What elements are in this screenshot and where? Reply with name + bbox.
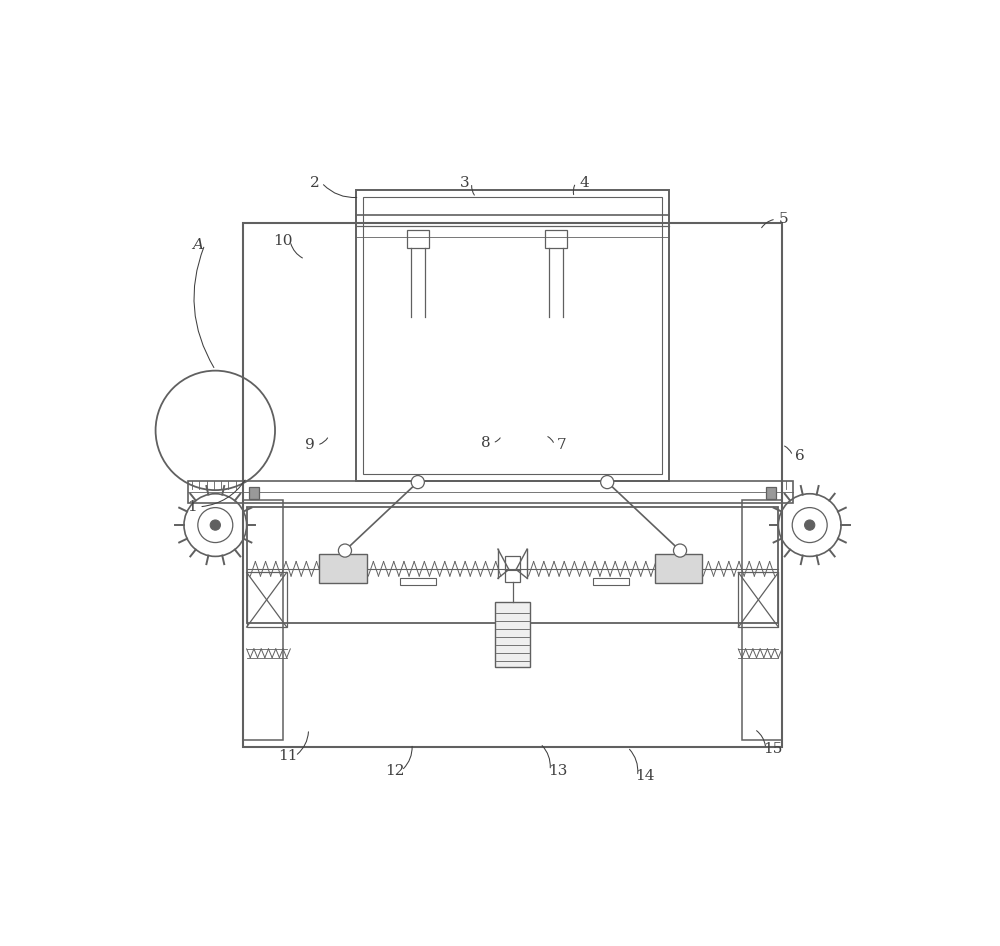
Bar [766,487,776,499]
Bar [319,554,367,584]
Bar [407,230,429,248]
Text: 3: 3 [460,176,470,190]
Text: 11: 11 [278,749,298,763]
Bar [247,507,778,623]
Text: 12: 12 [385,763,404,778]
Text: 9: 9 [305,438,315,452]
Text: 10: 10 [273,234,293,248]
Text: 14: 14 [635,769,655,783]
Bar [356,190,669,482]
Text: 6: 6 [795,449,805,463]
Text: 2: 2 [309,176,319,190]
Bar [742,499,782,740]
Bar [738,572,778,627]
Bar [363,198,662,474]
Circle shape [338,544,352,557]
Bar [505,556,520,582]
Circle shape [805,520,815,530]
Text: A: A [192,237,203,252]
Text: 7: 7 [557,438,567,452]
Text: 13: 13 [548,763,567,778]
Bar [243,223,782,747]
Text: 5: 5 [779,212,788,226]
Text: 15: 15 [764,742,783,756]
Text: 1: 1 [187,499,197,514]
Circle shape [673,544,687,557]
Bar [247,572,287,627]
Bar [593,577,629,585]
Circle shape [601,476,614,489]
Text: 4: 4 [579,176,589,190]
Bar [545,230,567,248]
Bar [188,482,793,503]
Bar [400,577,436,585]
Circle shape [411,476,424,489]
Bar [495,602,530,667]
Bar [655,554,702,584]
Bar [243,499,283,740]
Text: 8: 8 [481,436,490,449]
Circle shape [210,520,220,530]
Bar [249,487,259,499]
